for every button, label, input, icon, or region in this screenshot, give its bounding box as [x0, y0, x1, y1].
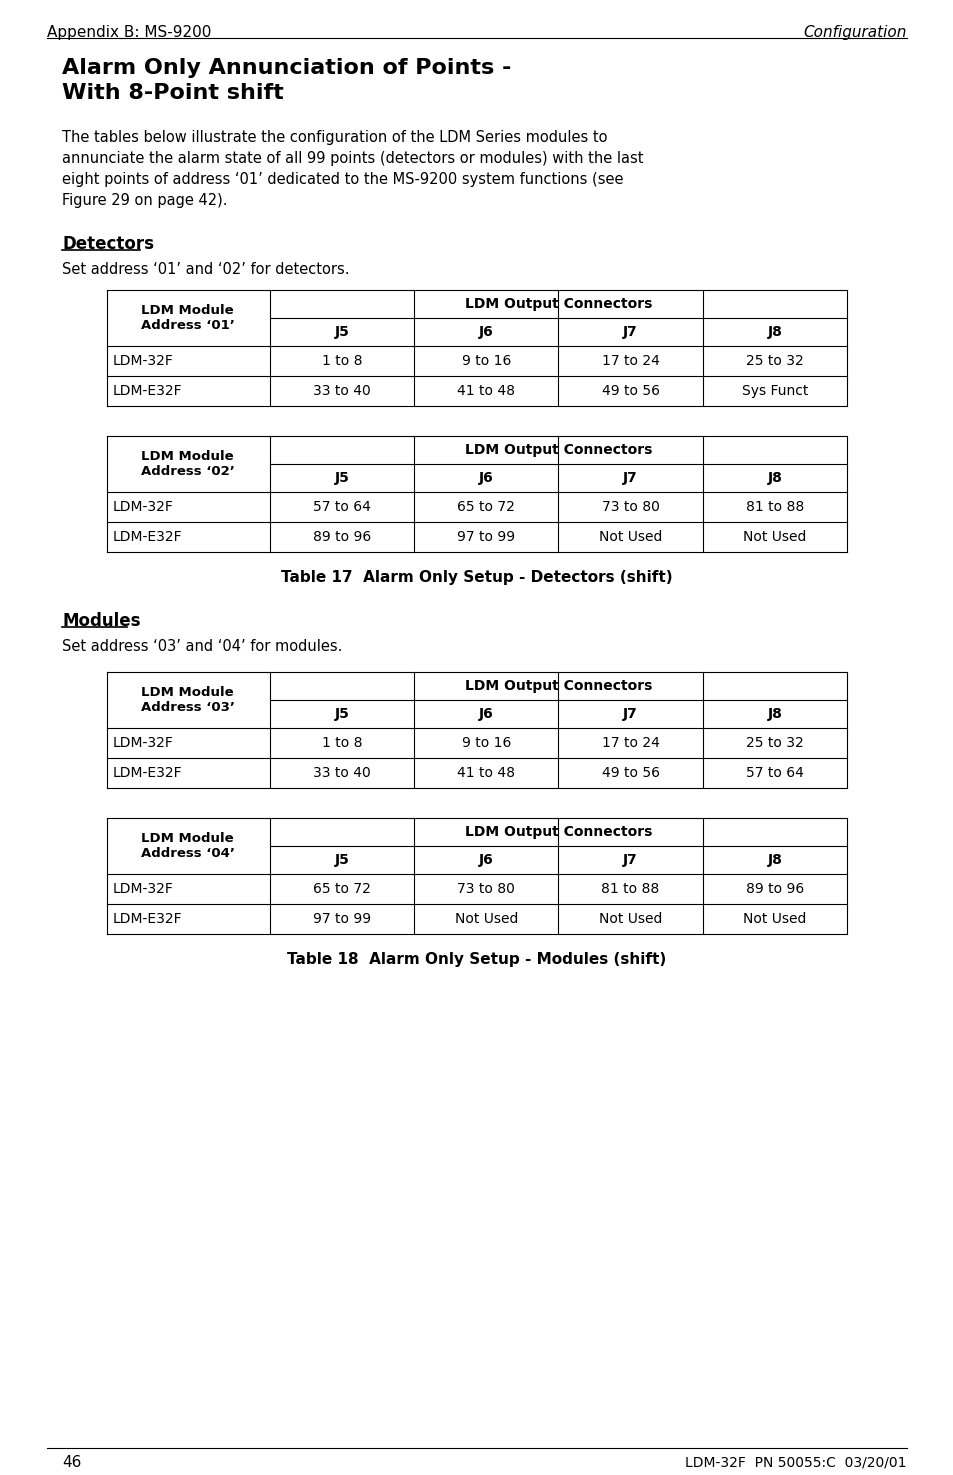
Text: J5: J5	[335, 324, 349, 339]
Text: 89 to 96: 89 to 96	[745, 882, 803, 895]
Text: Not Used: Not Used	[598, 530, 661, 544]
Text: Not Used: Not Used	[742, 912, 805, 926]
Text: Appendix B: MS-9200: Appendix B: MS-9200	[47, 25, 212, 40]
Text: LDM-32F  PN 50055:C  03/20/01: LDM-32F PN 50055:C 03/20/01	[685, 1454, 906, 1469]
Text: 73 to 80: 73 to 80	[456, 882, 515, 895]
Text: J5: J5	[335, 853, 349, 867]
Text: J5: J5	[335, 471, 349, 485]
Text: J7: J7	[622, 471, 638, 485]
Text: J6: J6	[478, 471, 493, 485]
Text: J6: J6	[478, 853, 493, 867]
Text: J7: J7	[622, 324, 638, 339]
Text: LDM Output Connectors: LDM Output Connectors	[464, 825, 652, 839]
Text: LDM Output Connectors: LDM Output Connectors	[464, 296, 652, 311]
Text: LDM-E32F: LDM-E32F	[112, 384, 182, 398]
Text: Set address ‘03’ and ‘04’ for modules.: Set address ‘03’ and ‘04’ for modules.	[62, 639, 342, 653]
Text: Not Used: Not Used	[742, 530, 805, 544]
Text: 89 to 96: 89 to 96	[313, 530, 371, 544]
Text: 17 to 24: 17 to 24	[601, 354, 659, 367]
Text: Detectors: Detectors	[62, 235, 153, 254]
Text: 81 to 88: 81 to 88	[745, 500, 803, 513]
Text: LDM-32F: LDM-32F	[112, 500, 173, 513]
Text: 33 to 40: 33 to 40	[313, 766, 371, 780]
Text: 73 to 80: 73 to 80	[601, 500, 659, 513]
Text: 65 to 72: 65 to 72	[456, 500, 515, 513]
Text: 17 to 24: 17 to 24	[601, 736, 659, 749]
Text: J8: J8	[766, 853, 781, 867]
Text: 65 to 72: 65 to 72	[313, 882, 371, 895]
Text: 57 to 64: 57 to 64	[313, 500, 371, 513]
Text: 81 to 88: 81 to 88	[600, 882, 659, 895]
Text: The tables below illustrate the configuration of the LDM Series modules to
annun: The tables below illustrate the configur…	[62, 130, 643, 208]
Text: 1 to 8: 1 to 8	[321, 736, 362, 749]
Text: 33 to 40: 33 to 40	[313, 384, 371, 398]
Text: Not Used: Not Used	[454, 912, 517, 926]
Text: J8: J8	[766, 324, 781, 339]
Text: Modules: Modules	[62, 612, 140, 630]
Text: 46: 46	[62, 1454, 81, 1471]
Text: J6: J6	[478, 707, 493, 721]
Text: J8: J8	[766, 707, 781, 721]
Text: 1 to 8: 1 to 8	[321, 354, 362, 367]
Text: LDM Output Connectors: LDM Output Connectors	[464, 442, 652, 457]
Text: Configuration: Configuration	[802, 25, 906, 40]
Text: Table 18  Alarm Only Setup - Modules (shift): Table 18 Alarm Only Setup - Modules (shi…	[287, 951, 666, 968]
Text: LDM Module
Address ‘02’: LDM Module Address ‘02’	[141, 450, 235, 478]
Text: 25 to 32: 25 to 32	[745, 736, 802, 749]
Text: LDM Module
Address ‘01’: LDM Module Address ‘01’	[141, 304, 235, 332]
Text: LDM-32F: LDM-32F	[112, 882, 173, 895]
Text: J5: J5	[335, 707, 349, 721]
Text: LDM Module
Address ‘03’: LDM Module Address ‘03’	[141, 686, 235, 714]
Text: LDM-E32F: LDM-E32F	[112, 912, 182, 926]
Text: Sys Funct: Sys Funct	[740, 384, 807, 398]
Text: 49 to 56: 49 to 56	[601, 766, 659, 780]
Text: J6: J6	[478, 324, 493, 339]
Text: 9 to 16: 9 to 16	[461, 354, 511, 367]
Text: 49 to 56: 49 to 56	[601, 384, 659, 398]
Text: LDM-32F: LDM-32F	[112, 736, 173, 749]
Text: 57 to 64: 57 to 64	[745, 766, 803, 780]
Text: J7: J7	[622, 707, 638, 721]
Text: 25 to 32: 25 to 32	[745, 354, 802, 367]
Text: 41 to 48: 41 to 48	[456, 384, 515, 398]
Text: LDM-E32F: LDM-E32F	[112, 530, 182, 544]
Text: LDM-E32F: LDM-E32F	[112, 766, 182, 780]
Text: LDM-32F: LDM-32F	[112, 354, 173, 367]
Text: Alarm Only Annunciation of Points -
With 8-Point shift: Alarm Only Annunciation of Points - With…	[62, 58, 511, 103]
Text: J8: J8	[766, 471, 781, 485]
Text: LDM Module
Address ‘04’: LDM Module Address ‘04’	[141, 832, 235, 860]
Text: 97 to 99: 97 to 99	[456, 530, 515, 544]
Text: 97 to 99: 97 to 99	[313, 912, 371, 926]
Text: Not Used: Not Used	[598, 912, 661, 926]
Text: 41 to 48: 41 to 48	[456, 766, 515, 780]
Text: 9 to 16: 9 to 16	[461, 736, 511, 749]
Text: Set address ‘01’ and ‘02’ for detectors.: Set address ‘01’ and ‘02’ for detectors.	[62, 263, 349, 277]
Text: LDM Output Connectors: LDM Output Connectors	[464, 678, 652, 693]
Text: J7: J7	[622, 853, 638, 867]
Text: Table 17  Alarm Only Setup - Detectors (shift): Table 17 Alarm Only Setup - Detectors (s…	[281, 569, 672, 586]
